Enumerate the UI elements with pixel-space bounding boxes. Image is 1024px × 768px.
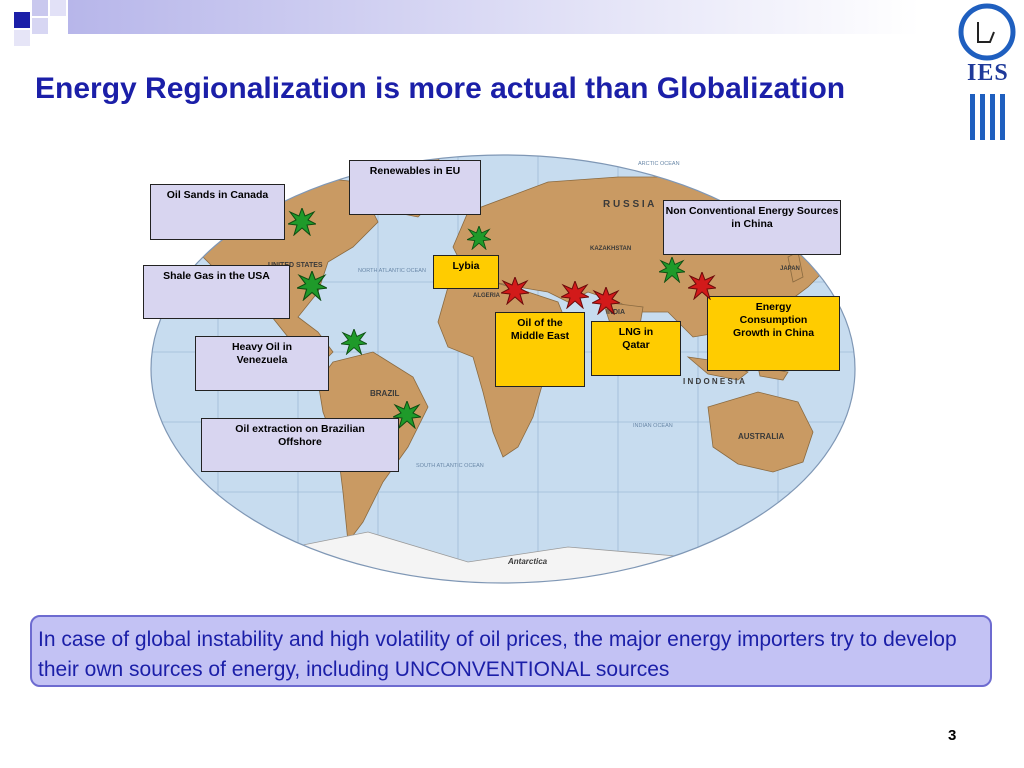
callout-oil-brazil-offshore: Oil extraction on Brazilian Offshore <box>201 418 399 472</box>
callout-non-conventional-china: Non Conventional Energy Sources in China <box>663 200 841 255</box>
callout-lybia-label: Lybia <box>452 260 480 272</box>
note-text: In case of global instability and high v… <box>38 628 957 681</box>
note-box: In case of global instability and high v… <box>30 615 992 687</box>
starburst-red-qatar <box>592 287 620 315</box>
starburst-red-china <box>688 272 716 300</box>
new-zealand-island <box>823 466 839 498</box>
callout-heavy-oil-venezuela-label: Heavy Oil in Venezuela <box>231 341 293 366</box>
callout-lng-qatar-label: LNG in Qatar <box>618 326 654 351</box>
callout-heavy-oil-venezuela: Heavy Oil in Venezuela <box>195 336 329 391</box>
map-label-russia: R U S S I A <box>603 199 654 210</box>
callout-lng-qatar: LNG in Qatar <box>591 321 681 376</box>
callout-shale-gas-usa-label: Shale Gas in the USA <box>163 270 270 282</box>
callout-oil-sands-canada: Oil Sands in Canada <box>150 184 285 240</box>
callout-oil-brazil-offshore-label: Oil extraction on Brazilian Offshore <box>235 423 365 448</box>
callout-energy-consumption-china-label: Energy Consumption Growth in China <box>732 301 815 339</box>
callout-lybia: Lybia <box>433 255 499 289</box>
map-label-arctic-ocean: ARCTIC OCEAN <box>638 161 680 167</box>
map-label-japan: JAPAN <box>780 266 800 272</box>
map-label-indonesia: I N D O N E S I A <box>683 377 745 386</box>
starburst-green-brazil <box>393 401 421 429</box>
starburst-red-lybia <box>501 277 529 305</box>
callout-non-conventional-china-label: Non Conventional Energy Sources in China <box>665 205 839 230</box>
map-label-antarctica: Antarctica <box>507 557 548 566</box>
map-label-north-atlantic: NORTH ATLANTIC OCEAN <box>358 268 426 274</box>
callout-energy-consumption-china: Energy Consumption Growth in China <box>707 296 840 371</box>
map-label-united-states: UNITED STATES <box>268 262 323 269</box>
callout-oil-middle-east: Oil of the Middle East <box>495 312 585 387</box>
map-label-india: INDIA <box>606 309 625 316</box>
map-label-australia: AUSTRALIA <box>738 432 784 441</box>
ies-logo <box>958 3 1016 140</box>
callout-shale-gas-usa: Shale Gas in the USA <box>143 265 290 319</box>
map-label-brazil: BRAZIL <box>370 389 399 398</box>
logo-text: IES <box>967 60 1009 86</box>
starburst-green-canada <box>288 208 316 236</box>
callout-renewables-eu: Renewables in EU <box>349 160 481 215</box>
map-label-kazakhstan: KAZAKHSTAN <box>590 246 631 252</box>
map-label-algeria: ALGERIA <box>473 293 501 299</box>
page-number: 3 <box>948 727 957 744</box>
callout-oil-middle-east-label: Oil of the Middle East <box>510 317 570 342</box>
corner-decoration <box>0 0 920 50</box>
map-label-indian-ocean: INDIAN OCEAN <box>633 423 673 429</box>
australia-landmass <box>707 391 814 473</box>
callout-renewables-eu-label: Renewables in EU <box>369 165 461 177</box>
starburst-green-venezuela <box>341 329 367 355</box>
starburst-green-eu <box>467 226 491 250</box>
starburst-red-middle-east <box>561 281 589 309</box>
map-label-south-atlantic: SOUTH ATLANTIC OCEAN <box>416 463 484 469</box>
starburst-green-usa <box>297 271 327 301</box>
starburst-green-china <box>659 257 685 283</box>
slide-title: Energy Regionalization is more actual th… <box>35 72 846 105</box>
callout-oil-sands-canada-label: Oil Sands in Canada <box>166 189 269 201</box>
